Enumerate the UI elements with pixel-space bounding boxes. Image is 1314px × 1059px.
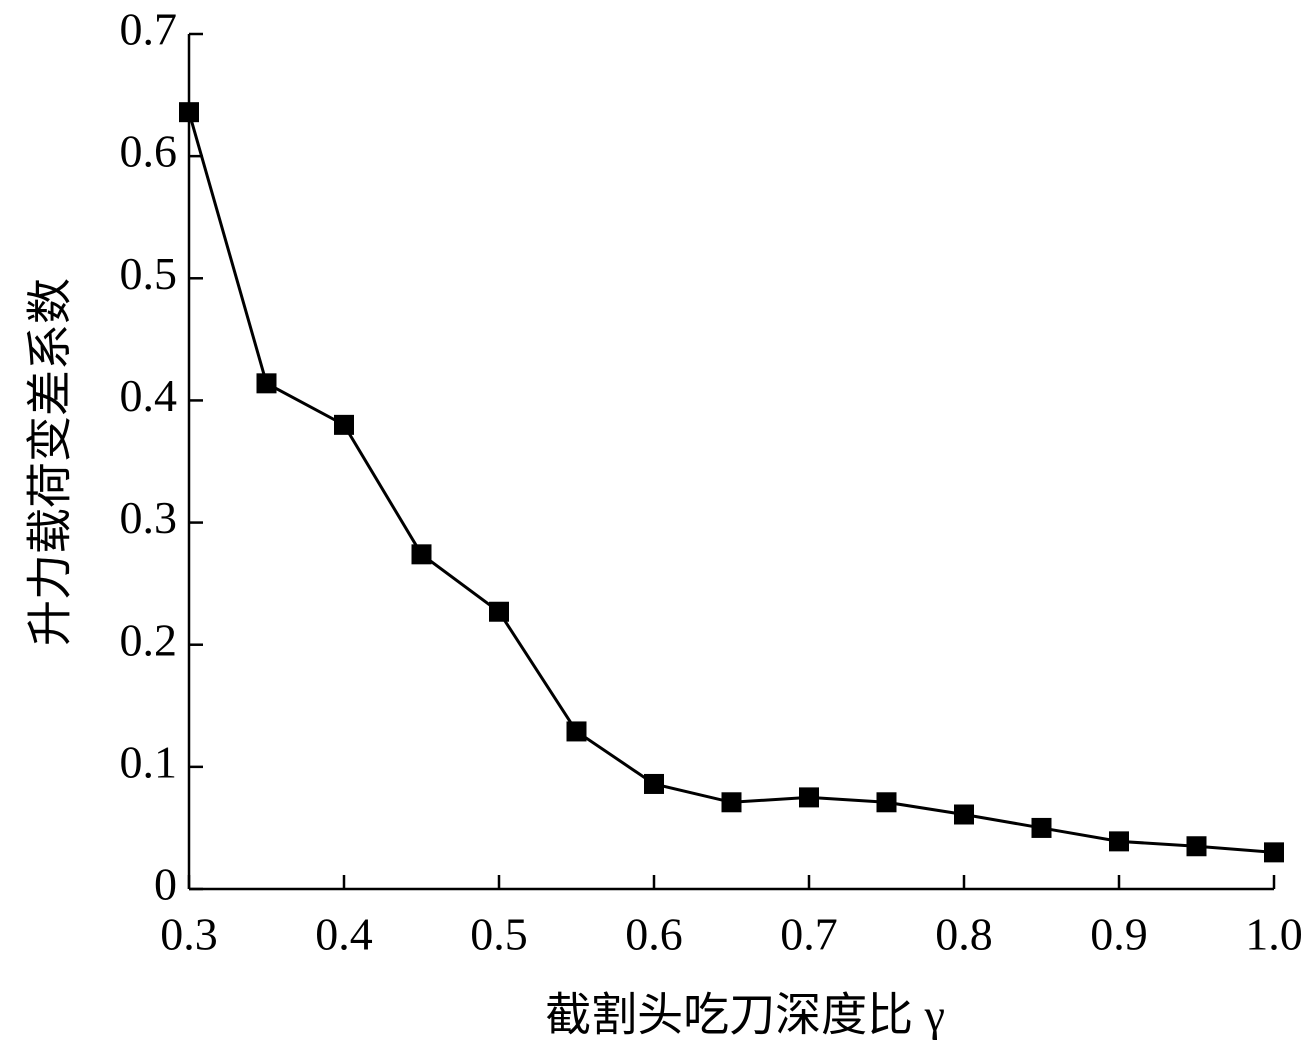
marker <box>1109 831 1129 852</box>
y-axis-label: 升力载荷变差系数 <box>25 278 76 646</box>
marker <box>799 787 819 808</box>
marker <box>411 544 432 565</box>
y-tick-label: 0.1 <box>120 736 178 787</box>
x-tick-label: 0.5 <box>470 909 528 960</box>
x-tick-label: 1.0 <box>1245 909 1303 960</box>
marker <box>1186 836 1207 857</box>
y-tick-label: 0.4 <box>120 370 178 421</box>
marker <box>334 414 354 435</box>
x-tick-label: 0.7 <box>780 909 838 960</box>
data-line <box>187 111 1275 854</box>
marker <box>1264 842 1284 863</box>
x-axis-label: 截割头吃刀深度比 γ <box>545 990 945 1041</box>
x-tick-label: 0.3 <box>160 909 218 960</box>
marker <box>256 373 277 394</box>
x-tick-label: 0.6 <box>625 909 683 960</box>
y-tick-label: 0 <box>154 859 177 910</box>
marker <box>954 804 974 825</box>
x-tick-label: 0.9 <box>1090 909 1148 960</box>
marker <box>644 773 664 794</box>
marker <box>566 721 587 742</box>
y-tick-label: 0.2 <box>120 614 178 665</box>
x-tick-label: 0.8 <box>935 909 993 960</box>
x-tick-label: 0.4 <box>315 909 373 960</box>
y-tick-label: 0.7 <box>120 4 178 55</box>
y-tick-label: 0.6 <box>120 126 178 177</box>
y-tick-label: 0.3 <box>120 492 178 543</box>
marker <box>1031 817 1052 838</box>
marker <box>179 102 199 123</box>
marker <box>876 792 897 813</box>
y-tick-label: 0.5 <box>120 248 178 299</box>
marker <box>489 601 509 622</box>
marker <box>721 792 742 813</box>
